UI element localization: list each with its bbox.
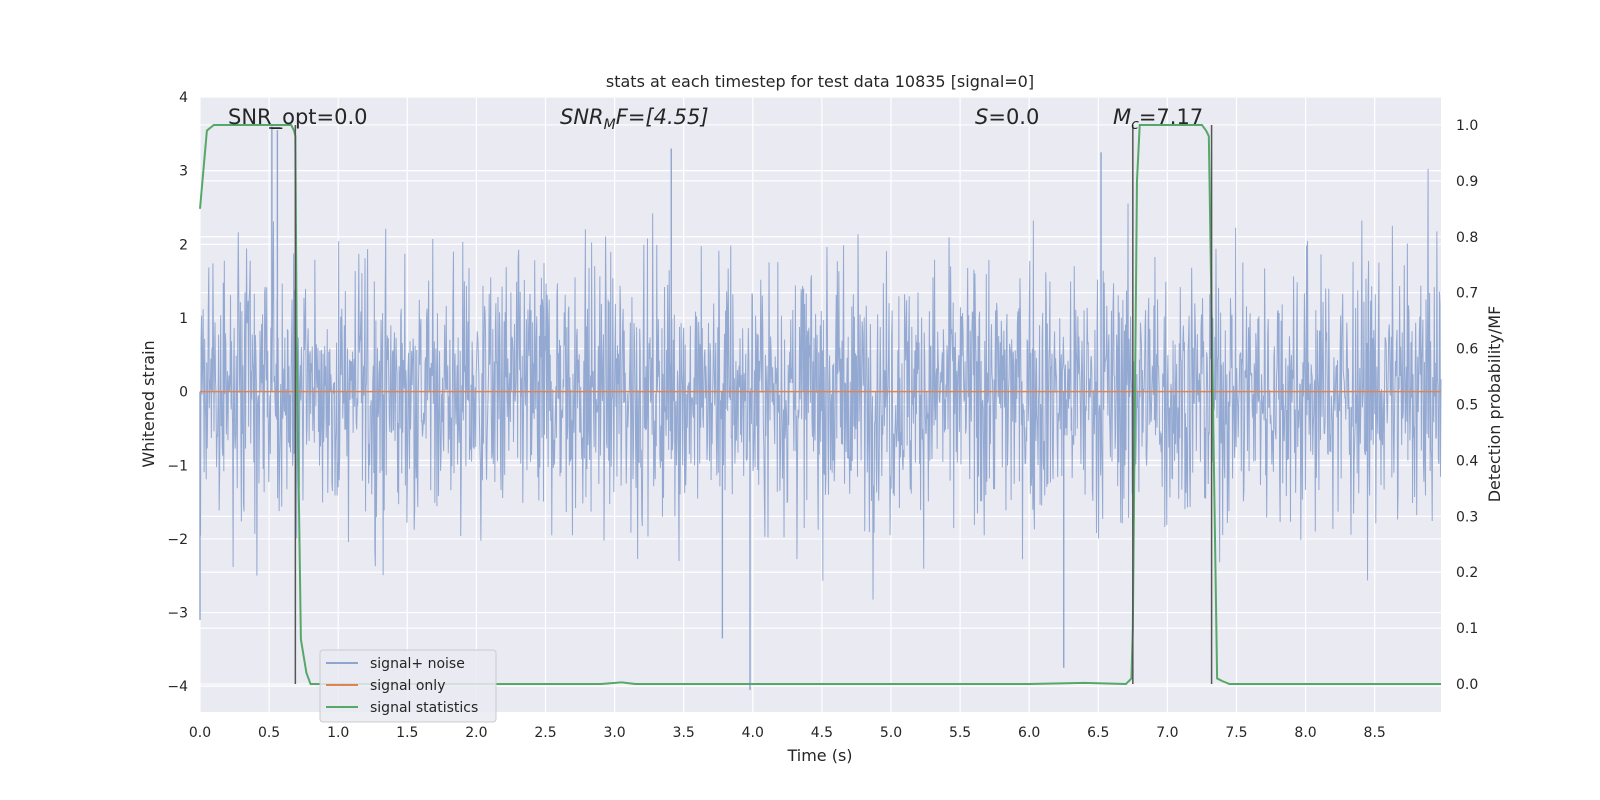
y2-tick-label: 0.4 [1456,453,1478,469]
s-rest: =0.0 [988,105,1039,129]
series-signal-statistics [199,123,1441,686]
noise-trace [199,168,1442,600]
y-tick-label: −4 [167,679,188,695]
y2-axis-label: Detection probability/MF [1485,306,1504,503]
tick-labels: 0.0 0.5 1.0 1.5 2.0 2.5 3.0 3.5 4.0 4.5 5.0 5.5 6.0 6… [167,90,1478,741]
mc-rest: =7.17 [1139,105,1203,129]
x-tick-label: 2.0 [465,725,487,741]
annotation-mc: Mc=7.17 [1113,105,1203,133]
annotation-snr-mf: SNRMF=[4.55] [560,105,709,133]
mc-var: M [1113,105,1131,129]
y-tick-label: 2 [179,237,188,253]
y-tick-label: 3 [179,164,188,180]
y-tick-label: −2 [167,532,188,548]
x-tick-label: 4.0 [742,725,764,741]
x-tick-label: 0.0 [189,725,211,741]
x-tick-label: 1.0 [327,725,349,741]
series-signal-plus-noise [199,126,1442,690]
y2-tick-label: 0.0 [1456,677,1478,693]
x-tick-label: 6.0 [1018,725,1040,741]
y2-tick-label: 0.6 [1456,342,1478,358]
y2-tick-label: 0.1 [1456,621,1478,637]
chart-title: stats at each timestep for test data 108… [606,72,1034,91]
y-tick-label: 4 [179,90,188,106]
y-tick-label: 0 [179,385,188,401]
y2-tick-label: 0.3 [1456,509,1478,525]
x-tick-label: 7.0 [1156,725,1178,741]
vertical-markers [269,124,1213,685]
x-tick-label: 3.0 [603,725,625,741]
mc-sub: c [1131,117,1139,133]
snr-mf-sub: M [604,117,616,133]
legend: signal+ noise signal only signal statist… [319,649,497,723]
x-tick-label: 5.5 [949,725,971,741]
x-tick-label: 6.5 [1087,725,1109,741]
x-tick-label: 0.5 [258,725,280,741]
statistics-line [199,123,1441,686]
x-tick-label: 5.0 [880,725,902,741]
annotation-s: S=0.0 [975,105,1039,129]
annotation-snr-opt: SNR_opt=0.0 [228,105,368,130]
x-tick-label: 8.0 [1294,725,1316,741]
y-tick-label: 1 [179,311,188,327]
y2-tick-label: 0.7 [1456,286,1478,302]
x-tick-label: 4.5 [811,725,833,741]
y2-tick-label: 1.0 [1456,118,1478,134]
snr-mf-prefix: SNR [560,105,604,129]
y2-tick-label: 0.9 [1456,174,1478,190]
x-tick-label: 1.5 [396,725,418,741]
y2-tick-label: 0.2 [1456,565,1478,581]
x-tick-label: 7.5 [1225,725,1247,741]
x-axis-label: Time (s) [786,746,852,765]
legend-box [319,649,497,723]
y2-tick-label: 0.5 [1456,398,1478,414]
y2-tick-label: 0.8 [1456,230,1478,246]
legend-label-signal-statistics: signal statistics [370,700,478,716]
legend-label-signal-only: signal only [370,678,445,694]
y-tick-label: −3 [167,606,188,622]
y-tick-label: −1 [167,458,188,474]
s-var: S [975,105,988,129]
legend-label-signal-plus-noise: signal+ noise [370,656,465,672]
y-axis-label: Whitened strain [139,340,158,467]
x-tick-label: 3.5 [673,725,695,741]
x-tick-label: 8.5 [1364,725,1386,741]
snr-mf-rest: F=[4.55] [616,105,709,129]
x-tick-label: 2.5 [534,725,556,741]
